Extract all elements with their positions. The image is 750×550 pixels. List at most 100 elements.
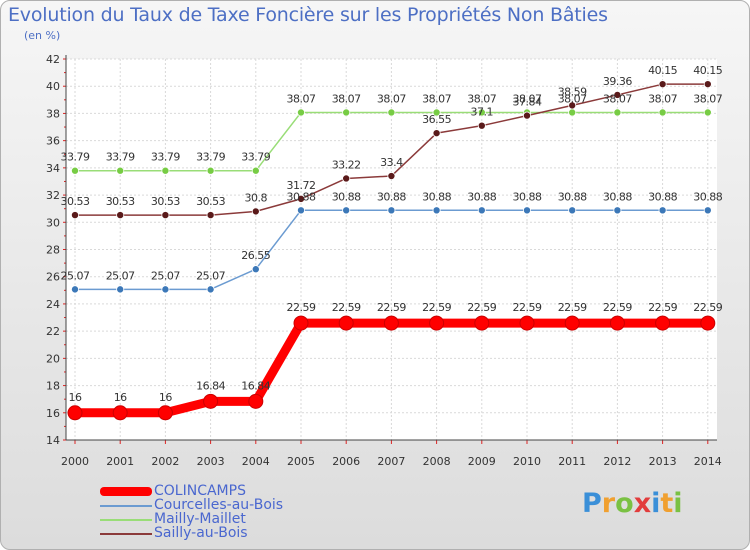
data-point — [432, 108, 441, 117]
y-tick-label: 42 — [46, 53, 60, 66]
data-point — [248, 393, 264, 409]
x-tick-label: 2011 — [558, 455, 586, 468]
data-label: 16 — [114, 391, 127, 404]
data-label: 36.55 — [422, 113, 451, 126]
data-point — [568, 206, 577, 215]
data-point — [342, 206, 351, 215]
x-tick-label: 2005 — [287, 455, 315, 468]
y-tick-label: 40 — [46, 80, 60, 93]
logo-letter: i — [673, 488, 683, 519]
data-point — [523, 206, 532, 215]
y-tick-label: 20 — [46, 352, 60, 365]
logo-letter: i — [651, 488, 661, 519]
data-label: 30.53 — [61, 195, 90, 208]
data-point — [116, 211, 125, 220]
data-point — [161, 285, 170, 294]
data-label: 25.07 — [196, 269, 225, 282]
logo-letter: r — [601, 488, 616, 519]
data-label: 16.84 — [196, 379, 225, 392]
data-label: 22.59 — [422, 301, 451, 314]
data-point — [206, 211, 215, 220]
data-label: 30.88 — [377, 190, 406, 203]
logo-letter: x — [633, 488, 652, 519]
y-tick-label: 14 — [46, 434, 60, 447]
data-point — [112, 405, 128, 421]
data-label: 40.15 — [648, 64, 677, 77]
data-point — [203, 393, 219, 409]
data-point — [116, 166, 125, 175]
data-label: 22.59 — [332, 301, 361, 314]
x-tick-label: 2007 — [377, 455, 405, 468]
data-point — [429, 315, 445, 331]
logo-letter: P — [582, 488, 602, 519]
data-label: 30.88 — [513, 190, 542, 203]
legend-swatch — [100, 533, 152, 535]
data-point — [613, 108, 622, 117]
data-label: 37.84 — [513, 96, 542, 109]
chart-legend: COLINCAMPS Courcelles-au-Bois Mailly-Maill… — [100, 483, 360, 541]
chart-title: Evolution du Taux de Taxe Foncière sur l… — [8, 4, 608, 26]
data-label: 33.79 — [196, 151, 225, 164]
data-point — [116, 285, 125, 294]
data-point — [658, 80, 667, 89]
data-label: 30.88 — [558, 190, 587, 203]
data-point — [477, 121, 486, 130]
data-point — [161, 211, 170, 220]
data-label: 22.59 — [287, 301, 316, 314]
legend-item: COLINCAMPS — [100, 483, 360, 499]
data-point — [161, 166, 170, 175]
x-tick-label: 2014 — [694, 455, 722, 468]
data-point — [383, 315, 399, 331]
x-tick-label: 2002 — [151, 455, 179, 468]
x-tick-label: 2000 — [61, 455, 89, 468]
x-tick-label: 2004 — [242, 455, 270, 468]
data-label: 30.53 — [196, 195, 225, 208]
legend-item: Courcelles-au-Bois — [100, 497, 360, 513]
data-label: 16.84 — [241, 379, 270, 392]
data-point — [700, 315, 716, 331]
x-tick-label: 2009 — [468, 455, 496, 468]
y-tick-label: 36 — [46, 135, 60, 148]
data-point — [658, 206, 667, 215]
data-point — [519, 315, 535, 331]
data-label: 33.79 — [241, 151, 270, 164]
data-point — [387, 108, 396, 117]
data-point — [568, 108, 577, 117]
data-point — [251, 207, 260, 216]
data-label: 30.88 — [332, 190, 361, 203]
data-point — [613, 206, 622, 215]
data-label: 30.53 — [106, 195, 135, 208]
data-label: 33.22 — [332, 158, 361, 171]
data-point — [296, 108, 305, 117]
chart-subtitle: (en %) — [24, 29, 61, 42]
data-point — [296, 206, 305, 215]
legend-item: Sailly-au-Bois — [100, 525, 360, 541]
data-label: 16 — [159, 391, 172, 404]
x-tick-label: 2006 — [332, 455, 360, 468]
x-tick-label: 2003 — [197, 455, 225, 468]
x-tick-label: 2008 — [423, 455, 451, 468]
data-point — [613, 90, 622, 99]
y-tick-label: 26 — [46, 271, 60, 284]
y-tick-label: 28 — [46, 244, 60, 257]
legend-label: COLINCAMPS — [154, 483, 246, 499]
x-tick-label: 2013 — [649, 455, 677, 468]
data-point — [206, 285, 215, 294]
data-point — [703, 80, 712, 89]
data-point — [658, 108, 667, 117]
data-point — [67, 405, 83, 421]
data-label: 33.79 — [106, 151, 135, 164]
data-point — [296, 194, 305, 203]
y-tick-label: 24 — [46, 298, 60, 311]
logo-letter: o — [615, 488, 634, 519]
data-point — [157, 405, 173, 421]
y-tick-label: 32 — [46, 189, 60, 202]
data-label: 30.88 — [422, 190, 451, 203]
legend-swatch — [100, 505, 152, 507]
data-label: 30.88 — [603, 190, 632, 203]
data-point — [338, 315, 354, 331]
data-label: 16 — [69, 391, 82, 404]
legend-swatch — [100, 519, 152, 521]
data-label: 22.59 — [467, 301, 496, 314]
